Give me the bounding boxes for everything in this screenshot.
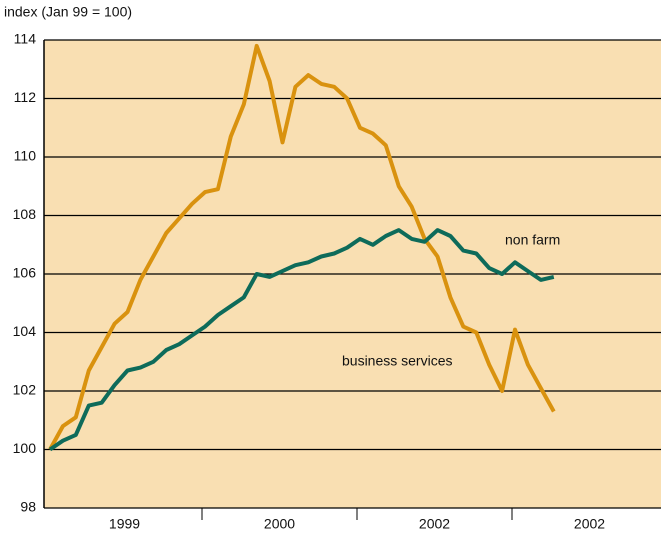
y-tick-label: 112 — [14, 89, 37, 105]
x-tick-label: 2000 — [264, 516, 295, 532]
y-tick-label: 108 — [13, 206, 37, 222]
series-label: business services — [342, 353, 453, 369]
y-tick-label: 106 — [13, 265, 37, 281]
y-tick-label: 114 — [14, 31, 37, 47]
data-line — [48, 228, 555, 452]
x-tick-label: 1999 — [109, 516, 140, 532]
x-tick-label: 2002 — [419, 516, 450, 532]
x-tick-label: 2002 — [574, 516, 605, 532]
data-line — [48, 43, 556, 451]
series-label: non farm — [505, 232, 560, 248]
y-tick-label: 100 — [13, 440, 37, 456]
y-tick-label: 98 — [20, 499, 36, 515]
y-tick-label: 102 — [13, 382, 37, 398]
y-tick-label: 110 — [14, 148, 37, 164]
y-tick-label: 104 — [13, 323, 37, 339]
y-axis-label: index (Jan 99 = 100) — [4, 4, 132, 20]
